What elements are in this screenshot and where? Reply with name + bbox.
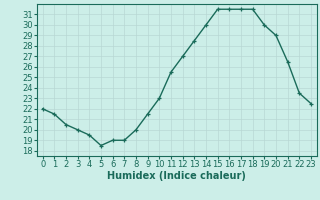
X-axis label: Humidex (Indice chaleur): Humidex (Indice chaleur) [108,171,246,181]
